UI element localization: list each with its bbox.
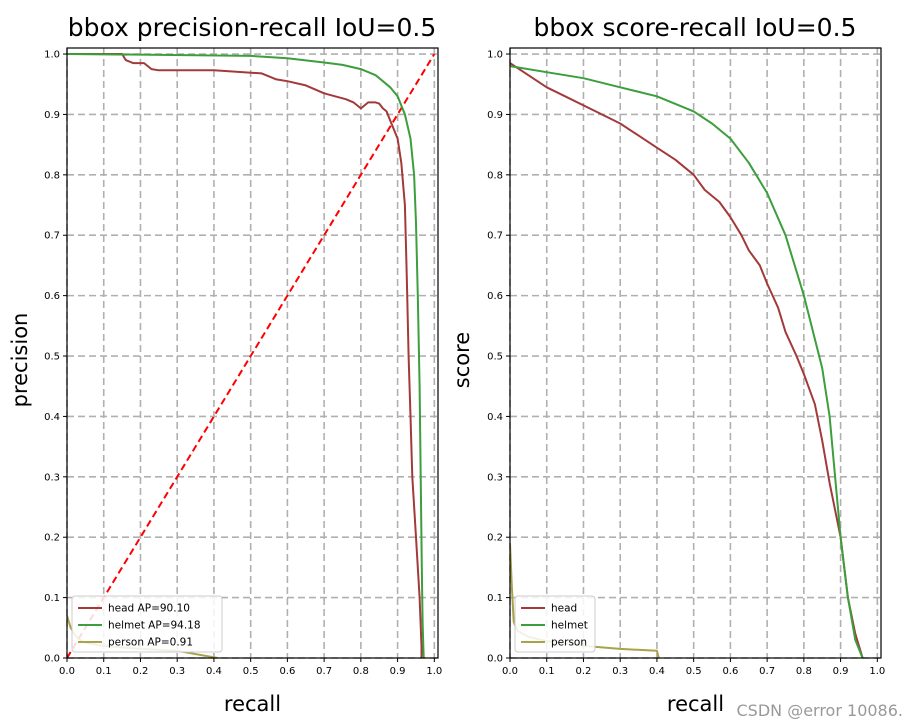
legend-label-helmet: helmet AP=94.18 [108, 620, 201, 632]
y-tick-label: 0.7 [487, 231, 503, 242]
x-tick-label: 0.1 [539, 666, 555, 677]
series-line-head [510, 62, 864, 658]
x-tick-label: 0.0 [59, 666, 75, 677]
series-line-helmet [67, 53, 425, 658]
x-tick-label: 0.8 [353, 666, 369, 677]
chart-title: bbox precision-recall IoU=0.5 [68, 13, 437, 42]
y-tick-label: 0.3 [44, 472, 60, 483]
x-tick-label: 1.0 [869, 666, 885, 677]
x-axis-label: recall [224, 692, 281, 716]
legend-label-head: head AP=90.10 [108, 603, 190, 615]
legend-box [71, 595, 223, 653]
y-tick-label: 0.5 [487, 352, 503, 363]
y-tick-label: 0.1 [44, 593, 60, 604]
axes-frame [509, 47, 882, 659]
x-tick-label: 0.8 [796, 666, 812, 677]
legend-label-head: head [551, 603, 577, 615]
y-tick-label: 0.2 [44, 533, 60, 544]
y-tick-label: 0.5 [44, 352, 60, 363]
y-tick-label: 0.0 [44, 654, 60, 665]
x-tick-label: 1.0 [426, 666, 442, 677]
y-tick-label: 0.6 [44, 291, 60, 302]
legend-label-person: person [551, 637, 587, 649]
x-tick-label: 0.1 [96, 666, 112, 677]
y-tick-label: 0.2 [487, 533, 503, 544]
plot-area [510, 48, 881, 658]
y-tick-label: 0.6 [487, 291, 503, 302]
y-tick-label: 0.4 [487, 412, 503, 423]
y-tick-label: 0.8 [44, 170, 60, 181]
x-tick-label: 0.0 [502, 666, 518, 677]
x-tick-label: 0.3 [169, 666, 185, 677]
x-tick-label: 0.5 [686, 666, 702, 677]
x-axis-label: recall [667, 692, 724, 716]
y-tick-label: 0.9 [487, 110, 503, 121]
series-line-helmet [510, 65, 864, 658]
y-tick-label: 0.1 [487, 593, 503, 604]
y-tick-label: 0.0 [487, 654, 503, 665]
legend: head AP=90.10 helmet AP=94.18 person AP=0.… [71, 595, 223, 653]
y-tick-label: 1.0 [487, 50, 503, 61]
axes-frame [66, 47, 439, 659]
y-tick-label: 0.3 [487, 472, 503, 483]
x-tick-label: 0.5 [243, 666, 259, 677]
legend: head helmet person [514, 595, 596, 653]
y-axis-label: precision [8, 313, 32, 408]
legend-box [514, 595, 596, 653]
y-tick-label: 0.9 [44, 110, 60, 121]
grid [509, 48, 881, 659]
y-tick-label: 0.7 [44, 231, 60, 242]
series-line-head [67, 53, 423, 658]
x-tick-label: 0.7 [759, 666, 775, 677]
chart-panel-2: 0.0 0.1 0.2 0.3 0.4 0.5 0.6 0.7 0.8 0.9 1.0 0.0 0.1 0… [450, 13, 885, 716]
diagonal-line [67, 53, 436, 658]
y-tick-label: 0.4 [44, 412, 60, 423]
y-tick-label: 0.8 [487, 170, 503, 181]
legend-label-helmet: helmet [551, 620, 588, 632]
legend-label-person: person AP=0.91 [108, 637, 193, 649]
x-tick-label: 0.2 [576, 666, 592, 677]
chart-title: bbox score-recall IoU=0.5 [534, 13, 857, 42]
x-tick-label: 0.6 [279, 666, 295, 677]
x-tick-label: 0.9 [390, 666, 406, 677]
x-tick-label: 0.7 [316, 666, 332, 677]
x-tick-label: 0.2 [133, 666, 149, 677]
y-axis-label: score [450, 332, 474, 388]
x-tick-label: 0.6 [722, 666, 738, 677]
x-tick-label: 0.9 [833, 666, 849, 677]
watermark: CSDN @error 10086. [736, 701, 903, 720]
chart-panel-1: 0.0 0.1 0.2 0.3 0.4 0.5 0.6 0.7 0.8 0.9 1.0 0.0 0.1 0… [8, 13, 442, 716]
x-tick-label: 0.4 [206, 666, 222, 677]
x-tick-label: 0.3 [612, 666, 628, 677]
y-tick-label: 1.0 [44, 50, 60, 61]
x-tick-label: 0.4 [649, 666, 665, 677]
